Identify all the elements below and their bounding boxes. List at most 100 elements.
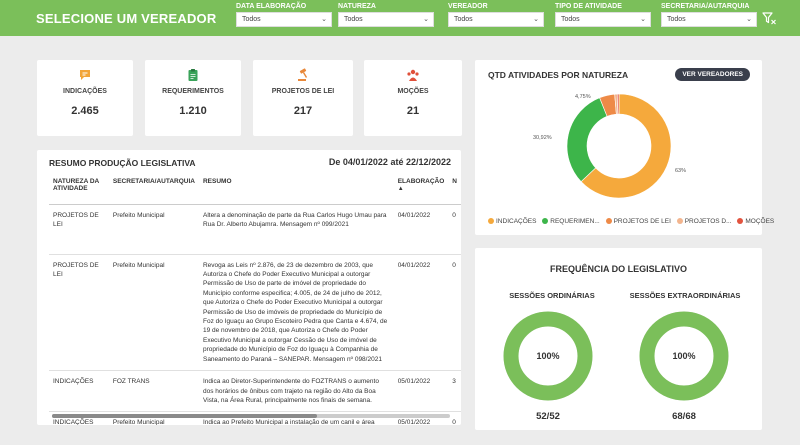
slice-label: 30,92% [533, 135, 552, 141]
cell-natureza: INDICAÇÕES [49, 370, 109, 413]
kpi-label: MOÇÕES [397, 88, 429, 95]
column-header-natureza[interactable]: NATUREZA DA ATIVIDADE [49, 176, 109, 205]
chevron-down-icon: ⌄ [423, 16, 429, 23]
kpi-label: REQUERIMENTOS [162, 88, 224, 95]
cell-resumo: Altera a denominação de parte da Rua Car… [198, 204, 394, 255]
cell-elaboracao: 04/01/2022 [393, 204, 449, 255]
legend-item[interactable]: REQUERIMEN... [542, 218, 600, 225]
filter-select[interactable]: Todos ⌄ [236, 12, 332, 27]
resumo-table: NATUREZA DA ATIVIDADE SECRETARIA/AUTARQU… [49, 176, 461, 425]
date-range: De 04/01/2022 até 22/12/2022 [328, 157, 451, 167]
filter-secretaria[interactable]: SECRETARIA/AUTARQUIA Todos ⌄ [661, 3, 757, 27]
sessoes-ordinarias-label: SESSÕES ORDINÁRIAS [509, 291, 595, 300]
kpi-card-projetos-lei: PROJETOS DE LEI 217 [253, 60, 353, 136]
scrollbar-thumb[interactable] [52, 414, 317, 418]
cell-natureza: PROJETOS DE LEI [49, 254, 109, 372]
clipboard-icon [188, 69, 198, 81]
table-horizontal-scrollbar[interactable] [52, 414, 450, 418]
chart-legend: INDICAÇÕES REQUERIMEN... PROJETOS DE LEI… [488, 218, 778, 225]
slice-label: 4,75% [575, 94, 591, 100]
kpi-card-mocoes: MOÇÕES 21 [364, 60, 462, 136]
table-row[interactable]: PROJETOS DE LEI Prefeito Municipal Alter… [49, 204, 461, 255]
chart-title: QTD ATIVIDADES POR NATUREZA [488, 70, 629, 80]
legend-label: INDICAÇÕES [496, 218, 537, 225]
frequencia-title: FREQUÊNCIA DO LEGISLATIVO [549, 264, 687, 274]
cell-natureza: PROJETOS DE LEI [49, 204, 109, 255]
filter-select[interactable]: Todos ⌄ [448, 12, 544, 27]
donut-slice[interactable] [566, 97, 608, 183]
column-header-n[interactable]: N [448, 176, 461, 205]
donut-slice[interactable] [580, 93, 672, 199]
frequencia-rings: 100% 100% [503, 311, 729, 401]
legend-dot [542, 218, 549, 224]
filter-vereador[interactable]: VEREADOR Todos ⌄ [448, 3, 544, 27]
natureza-chart-card: QTD ATIVIDADES POR NATUREZA VER VEREADOR… [475, 60, 774, 235]
cell-n: 0 [448, 254, 461, 372]
filter-label: SECRETARIA/AUTARQUIA [661, 3, 750, 10]
clear-filters-icon[interactable] [761, 10, 777, 26]
header-bar: SELECIONE UM VEREADOR DATA ELABORAÇÃO To… [0, 0, 800, 36]
kpi-value: 2.465 [71, 105, 99, 117]
cell-resumo: Revoga as Leis nº 2.876, de 23 de dezemb… [198, 254, 394, 372]
legend-label: MOÇÕES [745, 218, 775, 225]
slice-label: 63% [675, 168, 686, 174]
filter-value: Todos [667, 16, 686, 23]
sessoes-extraordinarias-count: 68/68 [672, 411, 696, 422]
resumo-producao-card: RESUMO PRODUÇÃO LEGISLATIVA De 04/01/202… [37, 150, 461, 425]
cell-n: 3 [448, 370, 461, 413]
sessoes-extraordinarias-percent: 100% [672, 351, 695, 361]
kpi-label: PROJETOS DE LEI [271, 88, 335, 95]
ver-vereadores-button[interactable]: VER VEREADORES [675, 68, 750, 81]
filter-value: Todos [344, 16, 363, 23]
filter-select[interactable]: Todos ⌄ [661, 12, 757, 27]
column-header-resumo[interactable]: RESUMO [198, 176, 394, 205]
cell-secretaria: Prefeito Municipal [108, 204, 199, 255]
chevron-down-icon: ⌄ [746, 16, 752, 23]
chevron-down-icon: ⌄ [640, 16, 646, 23]
column-header-elaboracao[interactable]: ELABORAÇÃO ▲ [393, 176, 449, 205]
table-title: RESUMO PRODUÇÃO LEGISLATIVA [49, 158, 196, 168]
cell-secretaria: Prefeito Municipal [108, 254, 199, 372]
filter-select[interactable]: Todos ⌄ [555, 12, 651, 27]
cell-elaboracao: 05/01/2022 [393, 370, 449, 413]
legend-label: PROJETOS DE LEI [613, 218, 671, 225]
kpi-value: 1.210 [179, 105, 207, 117]
group-icon [407, 69, 419, 81]
sessoes-extraordinarias-label: SESSÕES EXTRAORDINÁRIAS [629, 291, 741, 300]
legend-item[interactable]: PROJETOS D... [676, 218, 732, 225]
kpi-label: INDICAÇÕES [63, 88, 107, 95]
filter-value: Todos [561, 16, 580, 23]
table-row[interactable]: INDICAÇÕES FOZ TRANS Indica ao Diretor-S… [49, 370, 461, 413]
gavel-icon [298, 68, 308, 81]
cell-secretaria: FOZ TRANS [108, 370, 199, 413]
sessoes-ordinarias-percent: 100% [536, 351, 559, 361]
cell-n: 0 [448, 204, 461, 255]
legend-dot [676, 218, 683, 224]
filter-tipo-atividade[interactable]: TIPO DE ATIVIDADE Todos ⌄ [555, 3, 651, 27]
kpi-card-indicacoes: INDICAÇÕES 2.465 [37, 60, 133, 136]
table-row[interactable]: PROJETOS DE LEI Prefeito Municipal Revog… [49, 254, 461, 372]
legend-dot [737, 218, 744, 224]
column-header-secretaria[interactable]: SECRETARIA/AUTARQUIA [108, 176, 199, 205]
donut-slice[interactable] [616, 93, 620, 115]
legend-item[interactable]: MOÇÕES [737, 218, 774, 225]
filter-data-elaboracao[interactable]: DATA ELABORAÇÃO Todos ⌄ [236, 3, 332, 27]
legend-item[interactable]: INDICAÇÕES [488, 218, 536, 225]
cell-resumo: Indica ao Diretor-Superintendente do FOZ… [198, 370, 394, 413]
frequencia-card: FREQUÊNCIA DO LEGISLATIVO SESSÕES ORDINÁ… [475, 248, 762, 430]
legend-dot [488, 218, 494, 224]
filter-value: Todos [242, 16, 261, 23]
sessoes-ordinarias-count: 52/52 [536, 411, 560, 422]
sort-ascending-icon: ▲ [397, 186, 404, 192]
filter-label: NATUREZA [338, 3, 376, 10]
sessoes-extraordinarias-ring [639, 311, 729, 401]
legend-item[interactable]: PROJETOS DE LEI [605, 218, 671, 225]
chevron-down-icon: ⌄ [321, 16, 327, 23]
column-header-label: ELABORAÇÃO [397, 178, 445, 185]
sessoes-ordinarias-ring [503, 311, 593, 401]
filter-select[interactable]: Todos ⌄ [338, 12, 434, 27]
legend-label: PROJETOS D... [684, 218, 732, 225]
cell-elaboracao: 04/01/2022 [393, 254, 449, 372]
filter-label: VEREADOR [448, 3, 488, 10]
filter-natureza[interactable]: NATUREZA Todos ⌄ [338, 3, 434, 27]
